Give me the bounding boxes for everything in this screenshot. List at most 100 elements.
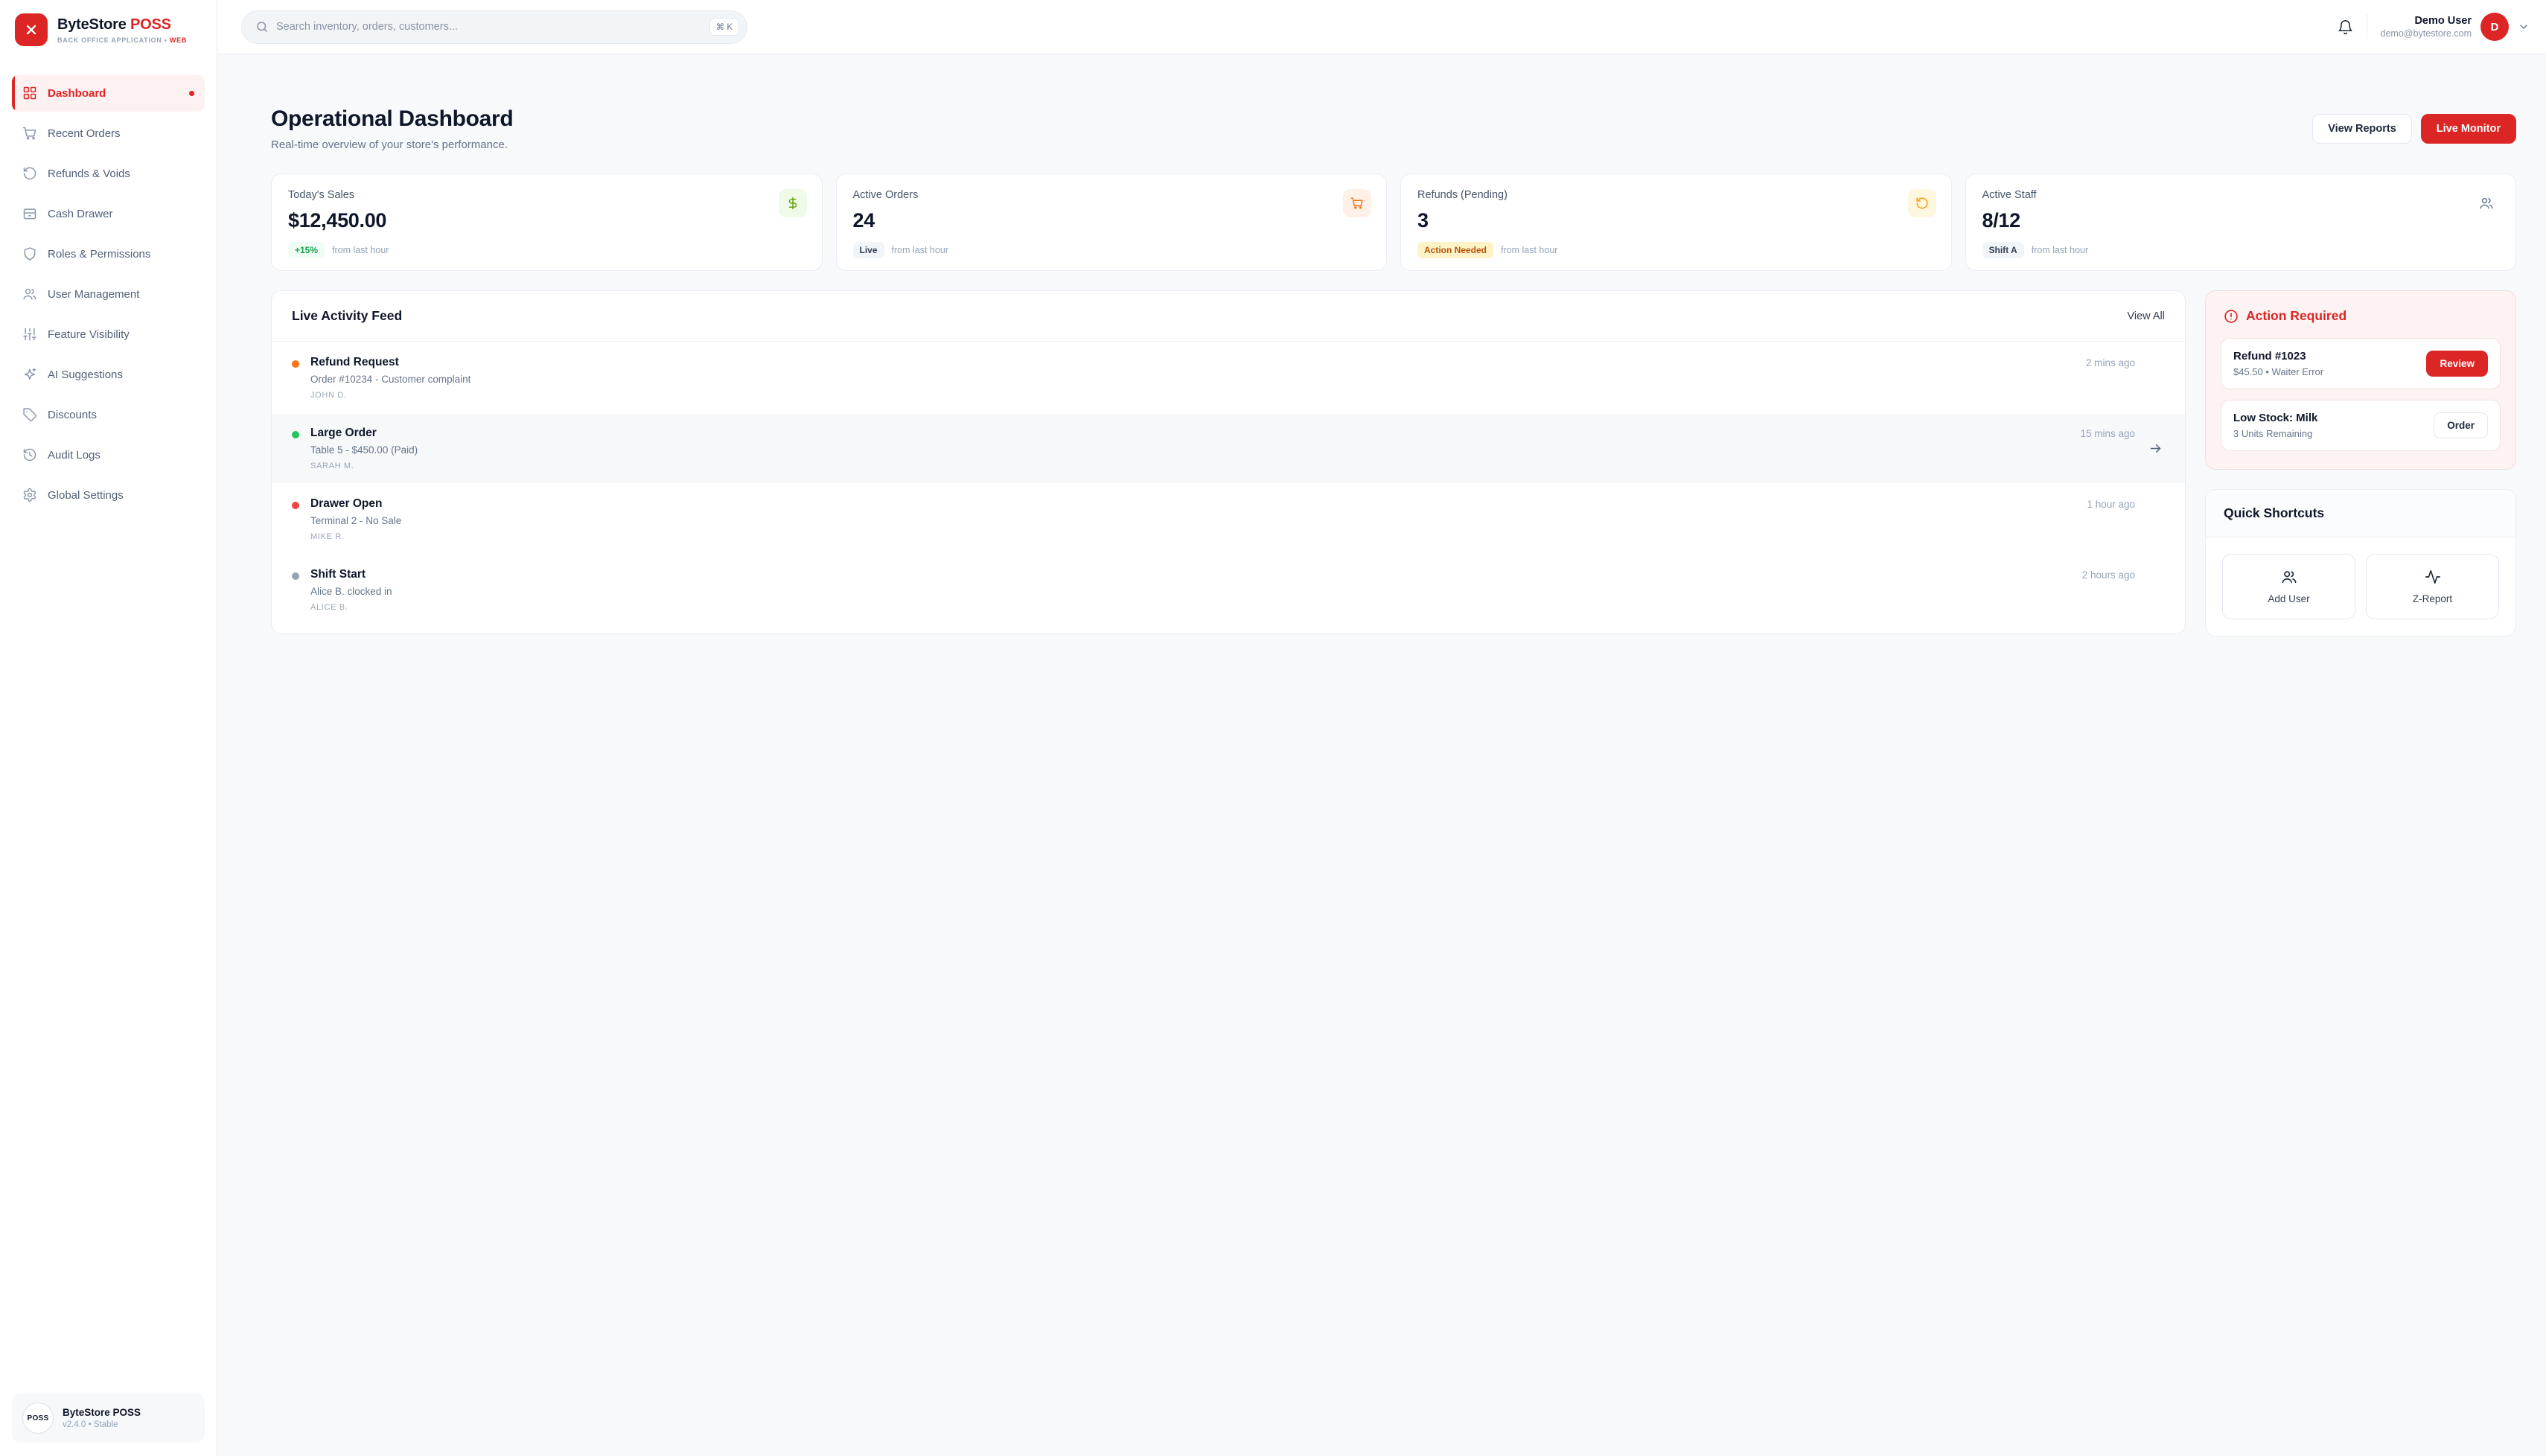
stat-value: 24	[852, 209, 875, 232]
shortcut-label: Z-Report	[2412, 593, 2453, 604]
view-all-link[interactable]: View All	[2127, 310, 2165, 322]
feed-item-time: 15 mins ago	[2080, 428, 2135, 439]
sidebar-item-label: Feature Visibility	[48, 328, 130, 341]
action-item-desc: 3 Units Remaining	[2233, 428, 2313, 439]
page-header: Operational Dashboard Real-time overview…	[271, 106, 2516, 151]
rotate-ccw-icon	[22, 166, 37, 181]
stat-label: Active Staff	[1982, 189, 2037, 201]
alert-circle-icon	[2224, 309, 2239, 324]
stats-row: Today's Sales $12,450.00 +15% from last …	[271, 173, 2516, 271]
feed-item-desc: Table 5 - $450.00 (Paid)	[310, 444, 418, 456]
tag-icon	[22, 407, 37, 422]
page-header-text: Operational Dashboard Real-time overview…	[271, 106, 514, 151]
stat-note: from last hour	[891, 245, 948, 255]
live-activity-feed-card: Live Activity Feed View All Refund Reque…	[271, 290, 2186, 634]
action-required-card: Action Required Refund #1023 $45.50 • Wa…	[2205, 290, 2516, 470]
sidebar-item-dashboard[interactable]: Dashboard	[12, 74, 205, 112]
live-monitor-button[interactable]: Live Monitor	[2420, 114, 2516, 144]
top-header: ⌘ K Demo User demo@bytestore.com D	[217, 0, 2546, 54]
sidebar-item-feature-visibility[interactable]: Feature Visibility	[12, 316, 205, 353]
sidebar-item-user-management[interactable]: User Management	[12, 275, 205, 313]
quick-shortcuts-card: Quick Shortcuts Add User	[2205, 489, 2516, 636]
stat-card-todays-sales: Today's Sales $12,450.00 +15% from last …	[271, 173, 823, 271]
feed-item-shift-start[interactable]: Shift Start Alice B. clocked in ALICE B.…	[272, 555, 2185, 625]
sidebar-item-discounts[interactable]: Discounts	[12, 396, 205, 433]
sidebar-item-audit-logs[interactable]: Audit Logs	[12, 436, 205, 473]
sidebar-item-label: Dashboard	[48, 86, 106, 100]
stat-card-refunds-pending: Refunds (Pending) 3 Action Needed from l…	[1400, 173, 1952, 271]
brand-name: ByteStore POSS	[57, 16, 187, 33]
page-subtitle: Real-time overview of your store's perfo…	[271, 138, 508, 151]
sidebar: ByteStore POSS BACK OFFICE APPLICATION •…	[0, 0, 217, 1456]
grid-icon	[22, 86, 37, 100]
order-button[interactable]: Order	[2434, 412, 2488, 438]
brand-text: ByteStore POSS BACK OFFICE APPLICATION •…	[57, 16, 187, 44]
right-column: Action Required Refund #1023 $45.50 • Wa…	[2205, 290, 2516, 636]
sidebar-item-label: User Management	[48, 287, 140, 301]
cart-icon	[22, 126, 37, 141]
sparkles-icon	[22, 367, 37, 382]
stat-badge: Live	[852, 242, 884, 258]
user-email: demo@bytestore.com	[2380, 28, 2472, 39]
sidebar-item-label: Recent Orders	[48, 127, 121, 140]
feed-item-user: MIKE R.	[310, 532, 345, 541]
status-dot	[292, 502, 299, 509]
shortcut-add-user[interactable]: Add User	[2222, 554, 2355, 619]
stat-value: $12,450.00	[288, 209, 387, 232]
main-content: Operational Dashboard Real-time overview…	[217, 54, 2546, 1456]
sidebar-item-label: AI Suggestions	[48, 368, 123, 381]
sidebar-item-label: Cash Drawer	[48, 207, 113, 220]
right-pane: ⌘ K Demo User demo@bytestore.com D	[217, 0, 2546, 1456]
feed-item-refund-request[interactable]: Refund Request Order #10234 - Customer c…	[272, 343, 2185, 412]
shortcut-z-report[interactable]: Z-Report	[2366, 554, 2499, 619]
stat-badge: Shift A	[1982, 242, 2024, 258]
view-reports-button[interactable]: View Reports	[2312, 114, 2412, 144]
sidebar-item-global-settings[interactable]: Global Settings	[12, 476, 205, 514]
activity-icon	[2425, 569, 2441, 585]
feed-item-drawer-open[interactable]: Drawer Open Terminal 2 - No Sale MIKE R.…	[272, 485, 2185, 554]
feed-item-time: 2 mins ago	[2085, 357, 2135, 368]
feed-item-title: Large Order	[310, 427, 377, 439]
action-required-header: Action Required	[2206, 291, 2515, 338]
feed-item-large-order[interactable]: Large Order Table 5 - $450.00 (Paid) SAR…	[272, 414, 2185, 483]
bell-icon[interactable]	[2338, 19, 2353, 35]
global-search[interactable]: ⌘ K	[241, 10, 747, 44]
chevron-down-icon	[2518, 21, 2530, 33]
sidebar-item-label: Refunds & Voids	[48, 167, 130, 180]
stat-badge: Action Needed	[1417, 242, 1494, 258]
status-dot	[292, 360, 299, 368]
poss-badge: POSS	[22, 1402, 54, 1434]
feed-header: Live Activity Feed View All	[272, 291, 2185, 342]
users-icon	[2472, 189, 2501, 217]
history-icon	[22, 447, 37, 462]
users-icon	[2281, 569, 2297, 585]
user-name: Demo User	[2414, 15, 2472, 27]
feed-item-user: SARAH M.	[310, 462, 354, 470]
brand-subtitle: BACK OFFICE APPLICATION • WEB	[57, 36, 188, 44]
stat-badge: +15%	[288, 242, 325, 258]
review-button[interactable]: Review	[2426, 351, 2488, 377]
drawer-icon	[22, 206, 37, 221]
stat-value: 3	[1417, 209, 1429, 232]
feed-item-desc: Terminal 2 - No Sale	[310, 515, 402, 526]
sidebar-item-recent-orders[interactable]: Recent Orders	[12, 115, 205, 152]
sidebar-item-refunds-voids[interactable]: Refunds & Voids	[12, 155, 205, 192]
user-menu[interactable]: Demo User demo@bytestore.com D	[2381, 13, 2530, 41]
stat-card-active-orders: Active Orders 24 Live from last hour	[835, 173, 1387, 271]
sidebar-item-ai-suggestions[interactable]: AI Suggestions	[12, 356, 205, 393]
brand-name-primary: ByteStore	[57, 16, 127, 33]
brand-name-accent: POSS	[130, 16, 171, 33]
users-icon	[22, 287, 37, 301]
search-input[interactable]	[276, 21, 702, 33]
stat-value: 8/12	[1982, 209, 2021, 232]
sidebar-item-roles-permissions[interactable]: Roles & Permissions	[12, 235, 205, 272]
feed-item-user: ALICE B.	[310, 603, 348, 612]
sidebar-item-cash-drawer[interactable]: Cash Drawer	[12, 195, 205, 232]
page-title: Operational Dashboard	[271, 106, 514, 131]
arrow-slot	[2148, 497, 2165, 541]
action-item-desc: $45.50 • Waiter Error	[2233, 366, 2324, 377]
arrow-right-icon[interactable]	[2148, 427, 2165, 470]
feed-item-user: JOHN D.	[310, 391, 347, 400]
search-shortcut-hint: ⌘ K	[709, 18, 739, 36]
